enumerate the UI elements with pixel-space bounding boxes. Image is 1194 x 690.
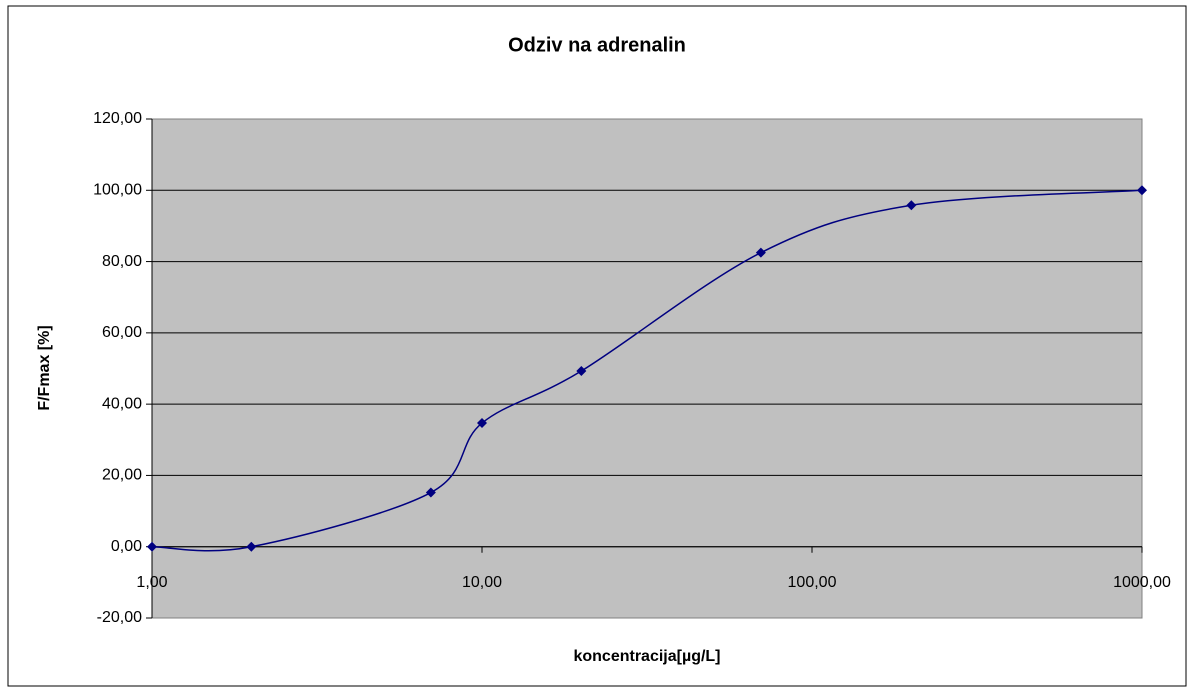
y-tick-label: 60,00 [102, 324, 142, 341]
x-tick-label: 100,00 [788, 574, 837, 591]
y-tick-label: 100,00 [93, 182, 142, 199]
y-tick-label: 0,00 [111, 538, 142, 555]
x-tick-label: 1,00 [136, 574, 167, 591]
y-tick-label: 120,00 [93, 110, 142, 127]
plot-area [151, 118, 1143, 619]
data-point [477, 418, 487, 429]
data-point [755, 247, 766, 258]
data-point [576, 365, 587, 376]
x-tick-label: 10,00 [462, 574, 502, 591]
y-tick-label: 40,00 [102, 395, 142, 412]
y-tick-label: 80,00 [102, 253, 142, 270]
y-tick-label: -20,00 [97, 609, 142, 626]
data-point [906, 200, 917, 211]
data-point [147, 541, 157, 552]
data-point [425, 487, 436, 498]
x-tick-label: 1000,00 [1113, 574, 1171, 591]
y-tick-label: 20,00 [102, 467, 142, 484]
data-point [1137, 185, 1147, 196]
x-axis-title: koncentracija[µg/L] [573, 648, 720, 665]
data-point [246, 541, 257, 552]
chart-title: Odziv na adrenalin [508, 34, 686, 56]
y-axis-title: F/Fmax [%] [36, 325, 53, 410]
